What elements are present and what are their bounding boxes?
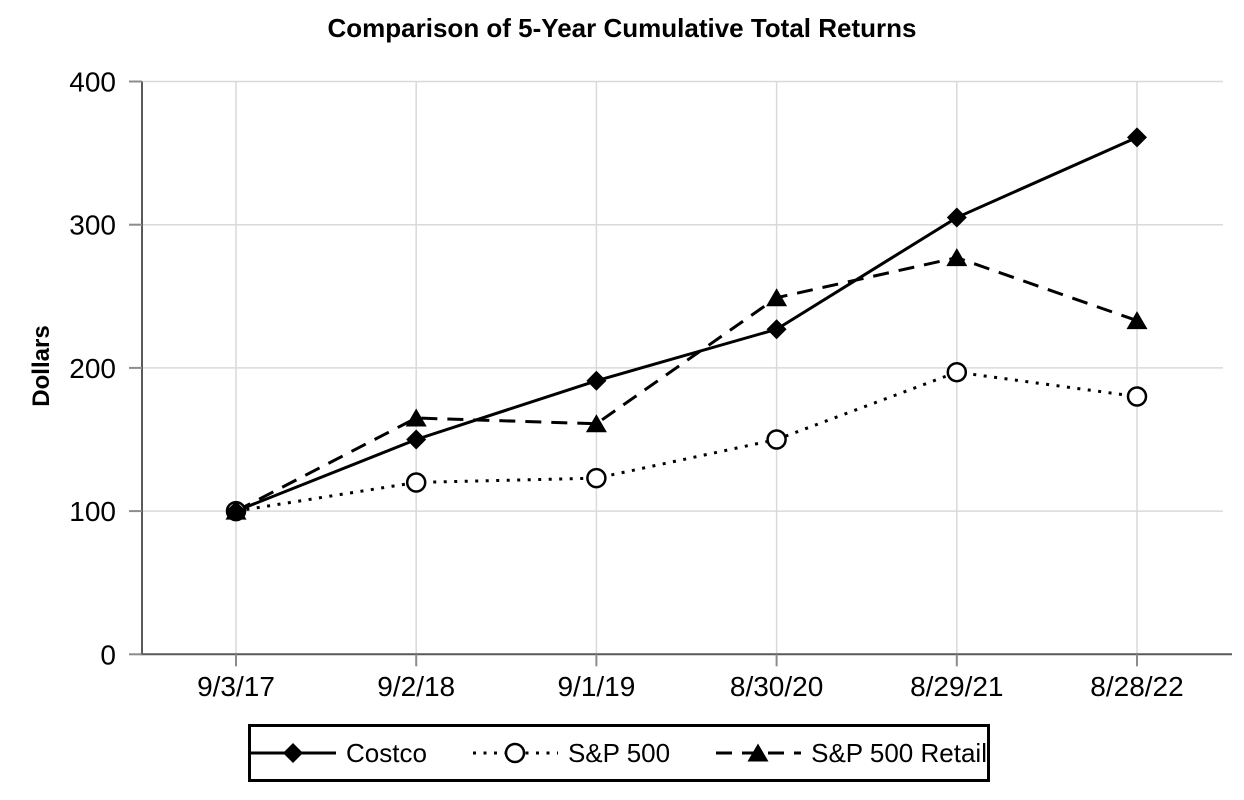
x-tick-label-8-28-22: 8/28/22 bbox=[1090, 671, 1183, 702]
marker-s-p-500-retail-4 bbox=[946, 248, 968, 267]
marker-s-p-500-2 bbox=[586, 467, 607, 489]
legend-item-s-p-500-retail: S&P 500 Retail bbox=[716, 738, 987, 769]
chart-title: Comparison of 5-Year Cumulative Total Re… bbox=[327, 13, 917, 43]
marker-costco-1 bbox=[406, 429, 427, 450]
legend-item-costco: Costco bbox=[251, 738, 427, 769]
legend-marker-costco bbox=[283, 743, 304, 763]
x-tick-label-8-29-21: 8/29/21 bbox=[910, 671, 1003, 702]
series-line-s-p-500-retail bbox=[235, 256, 1138, 513]
marker-costco-4 bbox=[946, 207, 967, 228]
legend-label-s-p-500-retail: S&P 500 Retail bbox=[811, 737, 987, 768]
y-tick-label-100: 100 bbox=[69, 496, 116, 527]
marker-s-p-500-4 bbox=[946, 361, 968, 383]
x-tick-label-8-30-20: 8/30/20 bbox=[730, 671, 823, 702]
x-tick-label-9-1-19: 9/1/19 bbox=[557, 671, 635, 702]
marker-s-p-500-retail-0 bbox=[225, 501, 247, 520]
x-tick-label-9-3-17: 9/3/17 bbox=[197, 671, 275, 702]
legend-label-costco: Costco bbox=[346, 737, 427, 768]
y-tick-label-0: 0 bbox=[100, 639, 116, 670]
x-tick-label-9-2-18: 9/2/18 bbox=[377, 671, 455, 702]
legend-sample-s-p-500-retail bbox=[716, 743, 802, 762]
legend-sample-costco bbox=[251, 743, 337, 763]
marker-s-p-500-retail-1 bbox=[405, 408, 427, 427]
y-tick-label-400: 400 bbox=[69, 67, 116, 98]
series-line-s-p-500 bbox=[235, 370, 1138, 513]
marker-costco-2 bbox=[586, 370, 607, 391]
marker-s-p-500-retail-3 bbox=[766, 288, 788, 307]
y-tick-label-300: 300 bbox=[69, 210, 116, 241]
series-line-costco bbox=[235, 135, 1138, 513]
marker-s-p-500-retail-5 bbox=[1126, 311, 1148, 330]
marker-costco-3 bbox=[766, 319, 787, 340]
legend: Costco S&P 500 S&P 500 Retail bbox=[248, 724, 990, 782]
marker-s-p-500-1 bbox=[405, 472, 427, 493]
legend-item-s-p-500: S&P 500 bbox=[472, 737, 671, 769]
marker-s-p-500-5 bbox=[1126, 386, 1148, 407]
legend-marker-s-p-500-retail bbox=[747, 743, 769, 762]
y-tick-label-200: 200 bbox=[69, 353, 116, 384]
legend-label-s-p-500: S&P 500 bbox=[567, 737, 671, 768]
marker-s-p-500-3 bbox=[766, 429, 787, 450]
legend-sample-s-p-500 bbox=[472, 742, 558, 764]
legend-marker-s-p-500 bbox=[504, 742, 526, 764]
marker-s-p-500-retail-2 bbox=[585, 414, 607, 433]
marker-costco-5 bbox=[1127, 127, 1147, 148]
